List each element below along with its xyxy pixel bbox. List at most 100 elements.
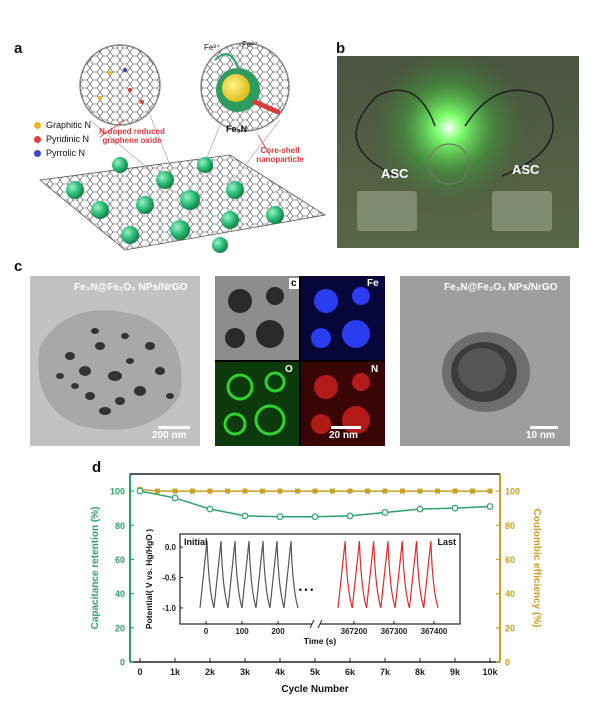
efficiency-point [400, 488, 405, 494]
hrtem-scale-text: 10 nm [526, 430, 555, 441]
inset-y-axis-label: Potential( V vs. Hg/HgO ) [144, 529, 154, 629]
legend-pyrrolic-n-label: Pyrrolic N [46, 148, 86, 158]
eds-map-grid: c Fe O N 20 nm [215, 276, 385, 446]
x-tick-label: 5k [310, 667, 321, 677]
eds-scale-text: 20 nm [329, 430, 358, 441]
efficiency-point [260, 488, 265, 494]
y2-tick-label: 40 [505, 589, 515, 599]
axis-break-mark [317, 619, 323, 629]
inset-y-tick-label: 0.0 [165, 543, 177, 552]
y2-tick-label: 60 [505, 555, 515, 565]
schematic-figure: Fe₃N Fe₂O₃ Fe³⁺ Fe²⁺ N-doped reduced gra… [30, 40, 330, 255]
retention-point [451, 504, 459, 512]
eds-drawing [215, 276, 385, 446]
inset-x-tick-label: 367300 [381, 627, 408, 636]
lattice-magnifier [79, 44, 161, 126]
eds-label-o: O [285, 364, 293, 375]
efficiency-point [470, 488, 475, 494]
efficiency-point [225, 488, 230, 494]
graphitic-n-marker [34, 121, 41, 129]
legend-pyrrolic-n: Pyrrolic N [34, 148, 85, 158]
efficiency-point [330, 488, 335, 494]
x-axis-label: Cycle Number [281, 684, 348, 695]
ion-right-label: Fe²⁺ [242, 40, 259, 49]
efficiency-point [207, 488, 213, 494]
device-photo: ASC ASC [337, 56, 579, 248]
efficiency-point [417, 488, 423, 494]
efficiency-point [347, 488, 353, 494]
efficiency-point [382, 488, 388, 494]
main-axes: 0 20 40 60 80 100 0 20 40 60 80 100 0 1k 2k 3k 4k 5k 6k 7k 8… [90, 473, 542, 695]
inset-x-tick-label: 100 [235, 627, 249, 636]
legend-pyridinic-n-label: Pyridinic N [46, 134, 90, 144]
y-tick-label: 40 [115, 589, 125, 599]
inset-x-tick-label: 367400 [421, 627, 448, 636]
tem-overview-caption: Fe₃N@Fe₂O₃ NPs/NrGO [74, 282, 188, 293]
panel-label-c: c [14, 258, 23, 275]
tem-overview-drawing [30, 276, 200, 446]
last-gcd-curve [337, 540, 439, 609]
x-tick-label: 9k [450, 667, 461, 677]
x-tick-label: 1k [170, 667, 181, 677]
retention-point [381, 509, 389, 516]
retention-point [486, 503, 494, 510]
inset-x-tick-label: 200 [271, 627, 285, 636]
inset-x-tick-label: 367200 [341, 627, 368, 636]
inset-y-tick-label: -1.0 [162, 604, 176, 613]
y-tick-label: 0 [120, 658, 125, 668]
eds-inner-letter: c [289, 278, 299, 289]
y-tick-label: 100 [110, 487, 125, 497]
hrtem-image: Fe₃N@Fe₂O₃ NPs/NrGO 10 nm [400, 276, 570, 446]
photo-drawing [337, 56, 579, 248]
tem-overview-scale-text: 200 nm [152, 430, 187, 441]
y-tick-label: 60 [115, 555, 125, 565]
retention-point [241, 512, 249, 520]
hrtem-caption: Fe₃N@Fe₂O₃ NPs/NrGO [444, 282, 558, 293]
initial-gcd-curve [199, 540, 299, 609]
hrtem-drawing [400, 276, 570, 446]
core-label: Fe₃N [226, 124, 248, 134]
inset-y-tick-label: -0.5 [162, 574, 176, 583]
callout-nanoparticle: Core-shell nanoparticle [256, 146, 304, 164]
y-tick-label: 20 [115, 623, 125, 633]
legend-graphitic-n-label: Graphitic N [46, 120, 92, 130]
inset-ellipsis: • • • [299, 585, 313, 595]
retention-point [206, 505, 214, 513]
y2-tick-label: 100 [505, 487, 520, 497]
retention-point [276, 513, 284, 521]
pyridinic-n-marker [34, 135, 41, 143]
y-axis-label: Capacitance retention (%) [90, 507, 101, 630]
inset-x-axis-label: Time (s) [304, 636, 337, 646]
core-shell-magnifier [200, 42, 290, 132]
inset-frame [179, 533, 461, 625]
efficiency-point [190, 488, 195, 494]
x-tick-label: 10k [482, 667, 498, 677]
axis-break-mark [309, 619, 315, 629]
efficiency-point [365, 488, 370, 494]
shell-label: Fe₂O₃ [218, 142, 238, 149]
nanoparticle-spheres [66, 157, 284, 253]
efficiency-point [172, 488, 178, 494]
retention-point [311, 513, 319, 521]
inset-initial-label: Initial [184, 537, 208, 547]
inset-last-label: Last [437, 537, 456, 547]
retention-line [139, 490, 491, 518]
legend-pyridinic-n: Pyridinic N [34, 134, 89, 144]
gcd-inset: 0.0 -0.5 -1.0 Potential( V vs. Hg/HgO ) • • … [144, 529, 461, 646]
retention-point [136, 487, 144, 495]
y2-tick-label: 20 [505, 623, 515, 633]
schematic-drawing [39, 42, 327, 253]
x-tick-label: 6k [345, 667, 356, 677]
cycling-stability-chart: 0 20 40 60 80 100 0 20 40 60 80 100 0 1k 2k 3k 4k 5k 6k 7k 8… [90, 473, 542, 695]
y2-tick-label: 0 [505, 658, 510, 668]
efficiency-point [155, 488, 160, 494]
pyrrolic-n-marker [34, 149, 41, 157]
y2-tick-label: 80 [505, 521, 515, 531]
hrtem-scalebar [530, 426, 558, 429]
x-tick-label: 0 [137, 667, 142, 677]
panel-label-a: a [14, 40, 23, 57]
x-tick-label: 3k [240, 667, 251, 677]
y-tick-label: 80 [115, 521, 125, 531]
panel-label-d: d [92, 459, 102, 476]
axis-break-gap [312, 621, 320, 627]
